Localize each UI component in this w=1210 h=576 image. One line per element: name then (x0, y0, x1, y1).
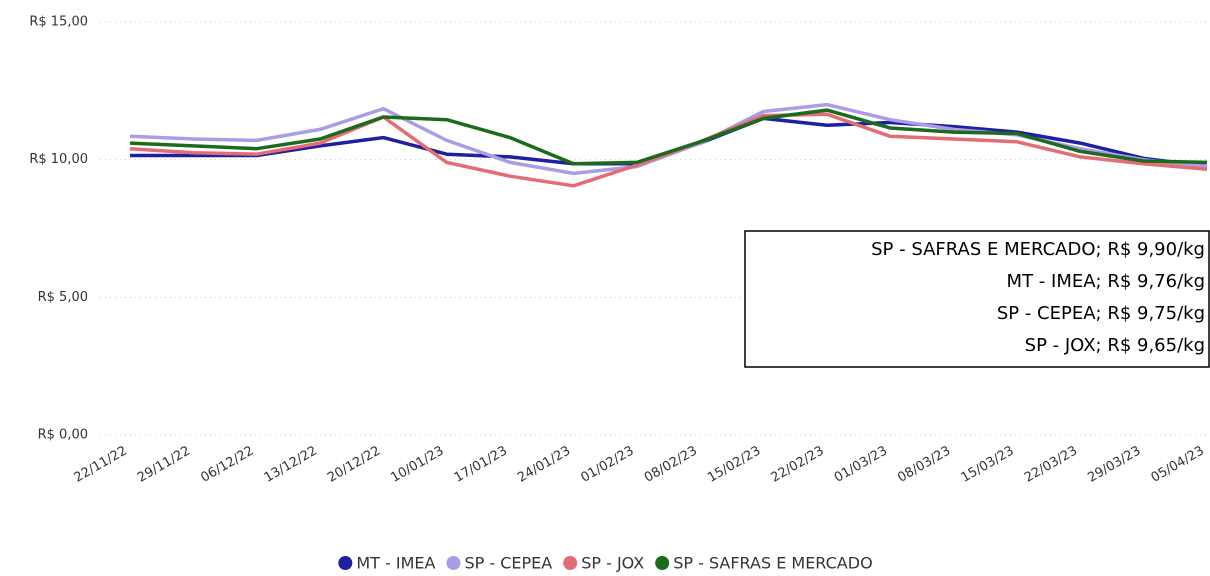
x-tick-label: 24/01/23 (515, 444, 573, 486)
x-tick-label: 08/02/23 (642, 444, 700, 486)
x-tick-label: 08/03/23 (895, 444, 953, 486)
x-tick-label: 06/12/22 (198, 444, 256, 486)
series-line (129, 102, 1208, 176)
x-tick-label: 13/12/22 (262, 444, 320, 486)
legend-label: SP - SAFRAS E MERCADO (673, 554, 872, 573)
legend-marker (338, 556, 353, 570)
legend-marker (563, 556, 578, 570)
x-tick-label: 29/03/23 (1085, 444, 1143, 486)
x-tick-label: 01/03/23 (832, 444, 890, 486)
annotation: SP - JOX; R$ 9,65/kg (1025, 335, 1205, 356)
legend-marker (446, 556, 461, 570)
series-line (129, 108, 1208, 166)
x-tick-label: 10/01/23 (388, 444, 446, 486)
annotation: SP - SAFRAS E MERCADO; R$ 9,90/kg (871, 239, 1205, 260)
x-tick-label: 20/12/22 (325, 444, 383, 486)
x-tick-label: 29/11/22 (135, 444, 193, 486)
annotation: MT - IMEA; R$ 9,76/kg (1007, 271, 1205, 292)
annotation-box (744, 230, 1210, 368)
legend-label: SP - CEPEA (464, 554, 552, 573)
x-tick-label: 22/02/23 (769, 444, 827, 486)
annotation: SP - CEPEA; R$ 9,75/kg (997, 303, 1205, 324)
x-tick-label: 05/04/23 (1149, 444, 1207, 486)
legend: MT - IMEA SP - CEPEA SP - JOX SP - SAFRAS E… (338, 554, 873, 573)
x-tick-label: 17/01/23 (452, 444, 510, 486)
legend-label: MT - IMEA (356, 554, 435, 573)
x-tick-label: 22/03/23 (1022, 444, 1080, 486)
y-tick-label: R$ 0,00 (38, 428, 88, 443)
x-tick-label: 22/11/22 (72, 444, 130, 486)
legend-marker (655, 556, 670, 570)
x-tick-label: 01/02/23 (579, 444, 637, 486)
legend-label: SP - JOX (581, 554, 644, 573)
y-tick-label: R$ 5,00 (38, 290, 88, 305)
y-tick-label: R$ 15,00 (29, 15, 88, 30)
y-tick-label: R$ 10,00 (29, 152, 88, 167)
x-tick-label: 15/03/23 (959, 444, 1017, 486)
x-tick-label: 15/02/23 (705, 444, 763, 486)
